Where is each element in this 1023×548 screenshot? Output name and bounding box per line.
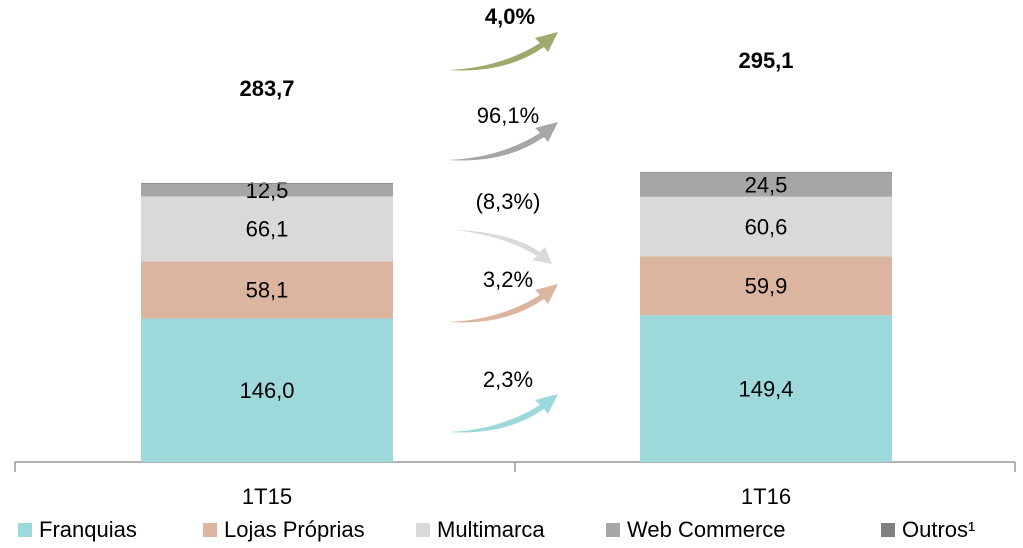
total-label: 283,7 (239, 76, 294, 101)
legend-swatch (416, 523, 430, 537)
growth-label: 2,3% (483, 367, 533, 392)
growth-arrow (448, 32, 558, 71)
legend-label: Web Commerce (627, 517, 786, 542)
data-label: 66,1 (246, 217, 289, 242)
bar-segment (640, 315, 892, 462)
growth-label: 3,2% (483, 267, 533, 292)
data-label: 24,5 (745, 172, 788, 197)
bar-segment (640, 171, 892, 173)
bar-segment (141, 184, 393, 197)
legend-label: Franquias (39, 517, 137, 542)
legend-swatch (203, 523, 217, 537)
legend-swatch (881, 523, 895, 537)
legend-swatch (606, 523, 620, 537)
x-tick-label: 1T16 (741, 484, 791, 509)
x-tick-label: 1T15 (242, 484, 292, 509)
growth-arrow (455, 230, 552, 264)
bar-segment (141, 261, 393, 319)
legend-label: Outros¹ (902, 517, 975, 542)
bar-segment (141, 196, 393, 262)
bar-segment (640, 256, 892, 316)
data-label: 59,9 (745, 274, 788, 299)
total-growth-label: 4,0% (485, 4, 535, 29)
data-label: 58,1 (246, 278, 289, 303)
bar-segment (141, 318, 393, 462)
growth-arrow (448, 394, 558, 433)
legend-label: Lojas Próprias (224, 517, 365, 542)
bar-segment (640, 172, 892, 197)
bar-segment (640, 196, 892, 257)
data-label: 12,5 (246, 178, 289, 203)
growth-arrow (448, 284, 558, 323)
legend-label: Multimarca (437, 517, 545, 542)
growth-arrow (448, 122, 558, 161)
growth-label: 96,1% (477, 103, 539, 128)
total-label: 295,1 (738, 48, 793, 73)
data-label: 149,4 (738, 376, 793, 401)
data-label: 60,6 (745, 214, 788, 239)
legend-swatch (18, 523, 32, 537)
growth-label: (8,3%) (476, 189, 541, 214)
data-label: 146,0 (239, 378, 294, 403)
bar-segment (141, 183, 393, 185)
